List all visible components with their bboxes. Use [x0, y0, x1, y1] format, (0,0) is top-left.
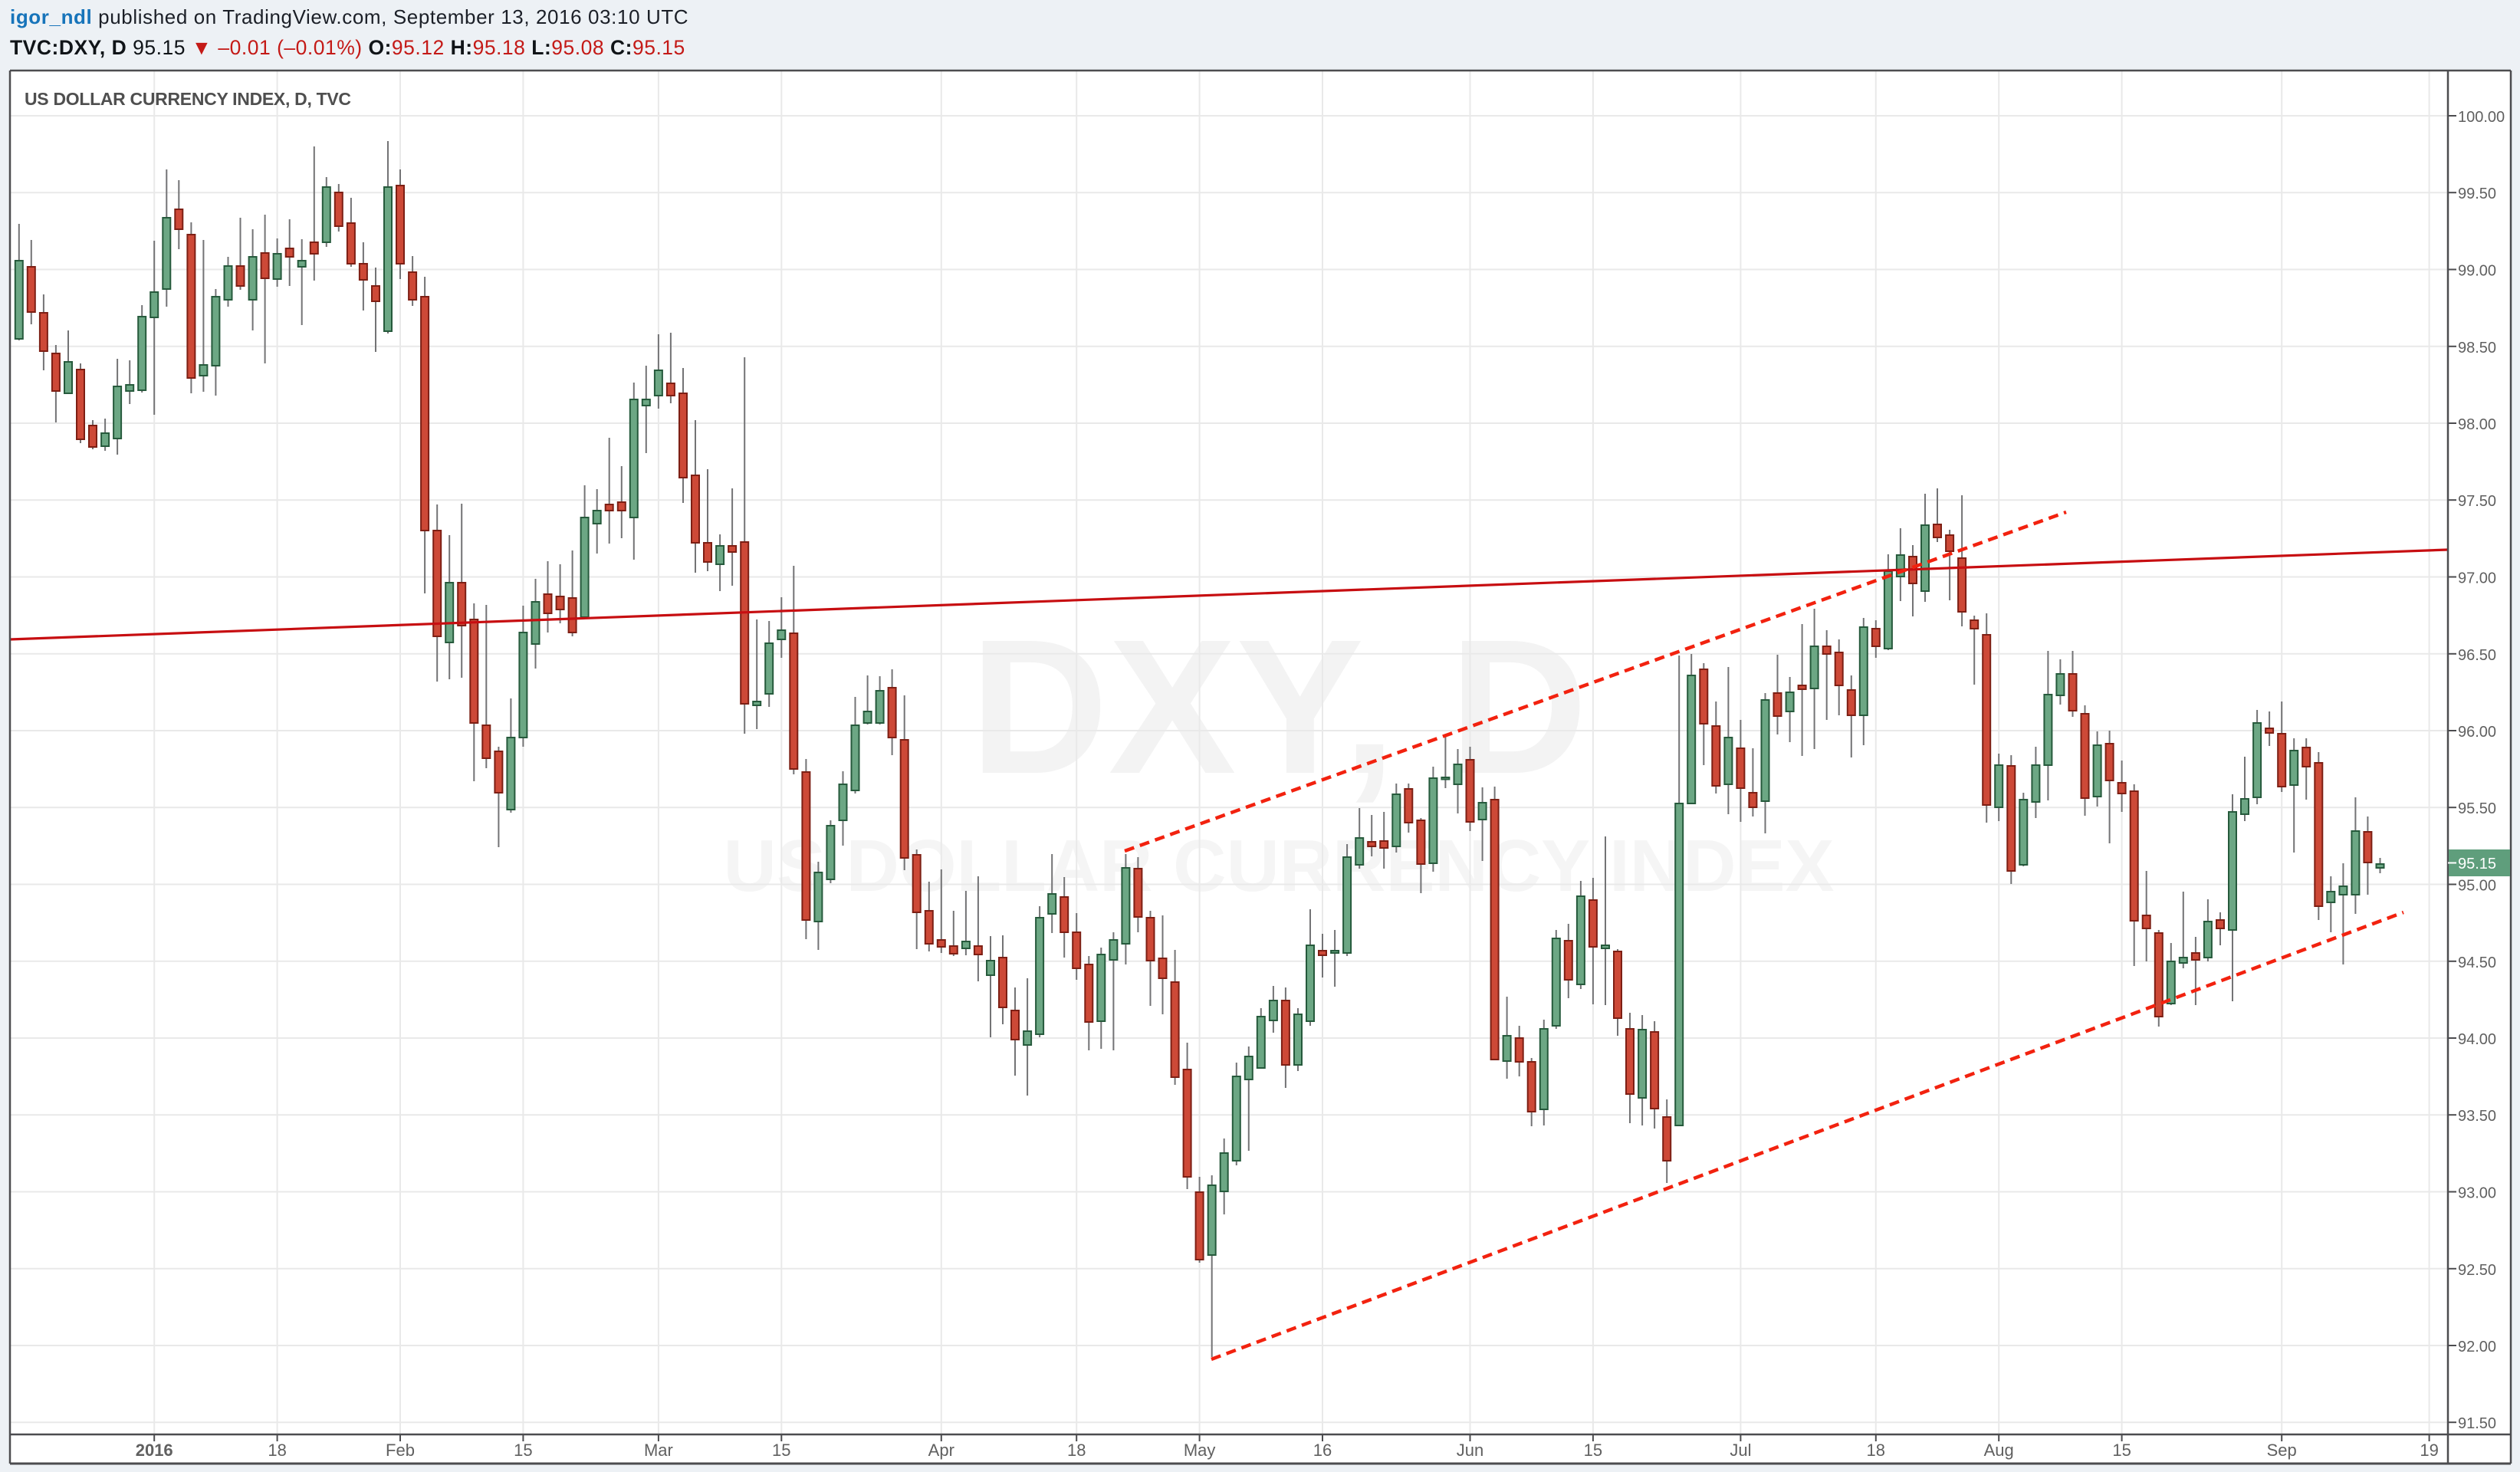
svg-text:97.00: 97.00 [2458, 570, 2496, 587]
svg-text:91.50: 91.50 [2458, 1415, 2496, 1432]
svg-text:94.00: 94.00 [2458, 1031, 2496, 1048]
svg-text:92.50: 92.50 [2458, 1262, 2496, 1279]
svg-text:US DOLLAR CURRENCY INDEX: US DOLLAR CURRENCY INDEX [724, 825, 1835, 907]
svg-text:15: 15 [2112, 1441, 2131, 1460]
svg-text:99.00: 99.00 [2458, 263, 2496, 280]
svg-text:Apr: Apr [928, 1441, 954, 1460]
svg-text:Feb: Feb [386, 1441, 415, 1460]
svg-text:18: 18 [1067, 1441, 1086, 1460]
svg-text:Jun: Jun [1457, 1441, 1483, 1460]
svg-text:16: 16 [1313, 1441, 1332, 1460]
svg-text:96.00: 96.00 [2458, 724, 2496, 741]
svg-text:18: 18 [1867, 1441, 1885, 1460]
svg-text:100.00: 100.00 [2458, 109, 2505, 126]
svg-text:95.00: 95.00 [2458, 878, 2496, 895]
svg-text:2016: 2016 [136, 1441, 173, 1460]
svg-text:92.00: 92.00 [2458, 1339, 2496, 1355]
svg-text:18: 18 [268, 1441, 286, 1460]
svg-text:99.50: 99.50 [2458, 186, 2496, 202]
svg-text:93.50: 93.50 [2458, 1108, 2496, 1125]
svg-text:15: 15 [772, 1441, 790, 1460]
svg-text:TVC:DXY, D 95.15 ▼ –0.01 (–0.: TVC:DXY, D 95.15 ▼ –0.01 (–0.01%) O:95.1… [10, 36, 685, 59]
svg-text:Mar: Mar [644, 1441, 673, 1460]
svg-text:19: 19 [2420, 1441, 2438, 1460]
svg-text:98.50: 98.50 [2458, 340, 2496, 356]
svg-text:97.50: 97.50 [2458, 493, 2496, 510]
svg-text:Sep: Sep [2267, 1441, 2297, 1460]
svg-text:Aug: Aug [1984, 1441, 2014, 1460]
svg-text:US DOLLAR CURRENCY INDEX, D, T: US DOLLAR CURRENCY INDEX, D, TVC [25, 89, 351, 109]
svg-text:15: 15 [514, 1441, 532, 1460]
svg-text:95.15: 95.15 [2458, 856, 2496, 872]
svg-text:94.50: 94.50 [2458, 955, 2496, 971]
svg-text:igor_ndl published on TradingV: igor_ndl published on TradingView.com, S… [10, 5, 688, 28]
svg-text:Jul: Jul [1730, 1441, 1751, 1460]
svg-text:93.00: 93.00 [2458, 1185, 2496, 1202]
svg-text:May: May [1184, 1441, 1216, 1460]
svg-text:96.50: 96.50 [2458, 647, 2496, 664]
svg-text:95.50: 95.50 [2458, 800, 2496, 817]
svg-text:98.00: 98.00 [2458, 416, 2496, 433]
svg-text:DXY, D: DXY, D [970, 600, 1588, 813]
svg-text:15: 15 [1584, 1441, 1602, 1460]
